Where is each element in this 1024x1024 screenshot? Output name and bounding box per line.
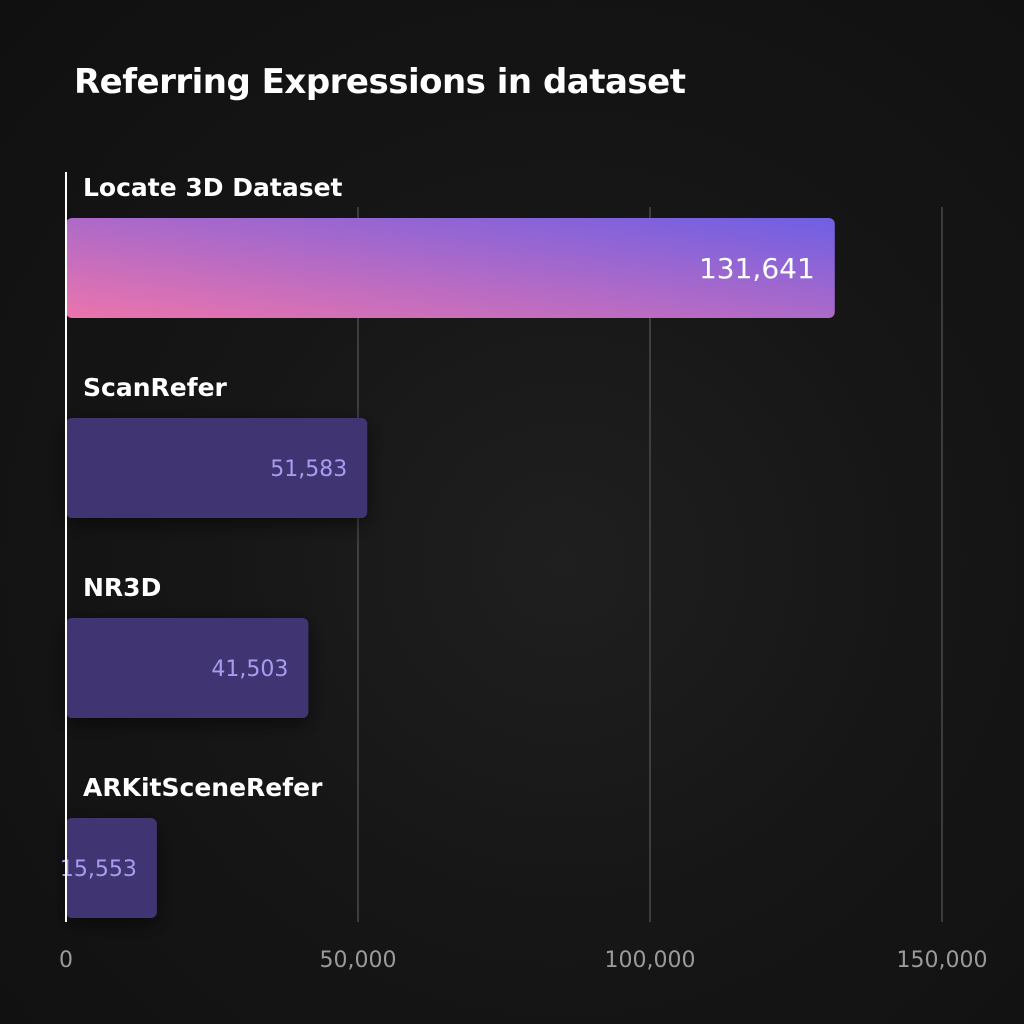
bar-3 <box>66 818 157 918</box>
x-tick-label-150000: 150,000 <box>897 948 988 973</box>
chart-title: Referring Expressions in dataset <box>74 62 686 102</box>
value-label-2: 41,503 <box>211 657 288 682</box>
value-label-3: 15,553 <box>60 857 137 882</box>
value-label-0: 131,641 <box>699 252 815 285</box>
x-tick-label-50000: 50,000 <box>320 948 397 973</box>
axes: 0 50,000 100,000 150,000 <box>59 172 987 973</box>
bar-2 <box>66 618 309 718</box>
category-label-2: NR3D <box>83 573 161 602</box>
category-label-1: ScanRefer <box>83 373 228 402</box>
labels: Locate 3D Dataset 131,641 ScanRefer 51,583 N… <box>60 173 815 882</box>
grid-lines <box>357 207 943 922</box>
value-label-1: 51,583 <box>270 457 347 482</box>
category-label-3: ARKitSceneRefer <box>83 773 323 802</box>
bar-0 <box>66 218 835 318</box>
category-label-0: Locate 3D Dataset <box>83 173 343 202</box>
bar-1 <box>66 418 368 518</box>
x-tick-label-0: 0 <box>59 948 73 973</box>
bars <box>66 218 835 918</box>
x-tick-label-100000: 100,000 <box>605 948 696 973</box>
